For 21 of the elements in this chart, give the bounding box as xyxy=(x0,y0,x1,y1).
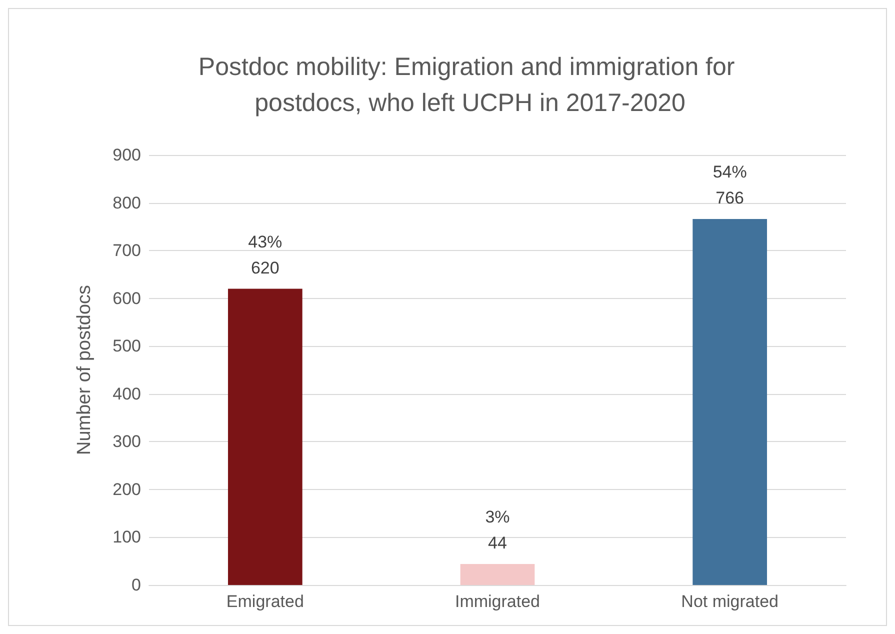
y-axis-title: Number of postdocs xyxy=(74,284,95,456)
y-tick-label: 900 xyxy=(112,146,141,164)
bar xyxy=(460,564,535,585)
y-tick-label: 200 xyxy=(112,480,141,499)
y-tick-label: 800 xyxy=(112,193,141,212)
y-tick-label: 700 xyxy=(112,241,141,260)
x-tick-label: Emigrated xyxy=(226,592,304,611)
y-tick-label: 400 xyxy=(112,384,141,404)
y-tick-label: 600 xyxy=(112,288,141,308)
chart-title: Postdoc mobility: Emigration and immigration for postdocs, who left UCPH in 2017-2020 xyxy=(198,53,742,117)
y-tick-label: 300 xyxy=(112,432,141,452)
y-tick-label: 100 xyxy=(112,528,141,547)
x-tick-label: Not migrated xyxy=(681,592,778,611)
bar xyxy=(692,219,768,585)
x-tick-label: Immigrated xyxy=(454,592,540,611)
y-tick-label: 0 xyxy=(132,576,141,594)
bar xyxy=(228,288,302,585)
y-tick-label: 500 xyxy=(112,336,141,356)
data-label: 43% 620 xyxy=(248,232,282,278)
data-label: 54% 766 xyxy=(712,162,747,208)
data-label: 3% 44 xyxy=(485,507,510,552)
